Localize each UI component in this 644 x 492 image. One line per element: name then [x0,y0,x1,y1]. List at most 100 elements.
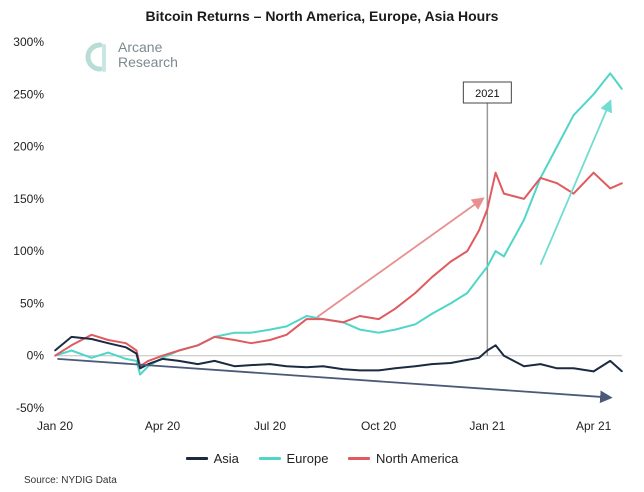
y-tick-label: 250% [13,87,44,101]
data-point [70,349,73,352]
data-point [592,93,595,96]
data-point [250,364,252,366]
legend-label-north-america: North America [376,451,459,466]
data-point [269,328,271,331]
logo-line1: Arcane [118,39,163,55]
data-point [377,318,380,320]
data-point [556,367,558,370]
data-point [431,276,433,279]
data-point [213,336,216,338]
data-point [449,302,452,305]
data-point [322,318,324,320]
series-europe-line [54,72,623,376]
data-point [285,334,288,336]
data-point [161,358,164,360]
data-point [556,145,558,148]
data-point [135,352,138,355]
data-point [90,334,93,336]
legend-item-asia: Asia [185,451,239,466]
data-point [178,349,180,352]
data-point [621,182,623,184]
data-point [342,368,345,371]
legend-swatch-asia [185,457,208,460]
data-point [107,339,109,341]
arcane-logo-icon [85,42,106,72]
data-point [305,315,308,317]
data-point [478,229,480,232]
data-point [213,360,216,362]
data-point [90,357,93,359]
data-point [377,369,380,372]
data-point [486,266,489,268]
data-point [377,331,380,334]
data-point [161,354,164,357]
data-point [503,354,505,357]
data-point [125,346,127,349]
data-point [90,338,93,340]
data-point [486,349,489,352]
data-point [572,114,575,116]
data-point [523,365,525,367]
annotation-2021-box [462,81,512,104]
data-point [592,171,595,174]
data-point [523,218,525,221]
data-point [178,360,180,362]
data-point [414,365,417,367]
data-point [431,363,433,365]
y-tick-label: 200% [13,140,44,154]
x-tick-label: Apr 20 [145,419,181,433]
data-point [466,250,469,252]
trend-arrow-asia [57,357,613,404]
data-point [233,365,236,367]
data-point [466,359,469,361]
data-point [107,351,109,354]
data-point [197,344,199,347]
data-point [342,321,345,324]
data-point [125,342,127,344]
legend-item-north-america: North America [348,451,458,466]
y-tick-label: 0% [27,349,45,363]
data-point [394,367,397,370]
data-point [431,313,433,315]
legend-swatch-europe [258,457,281,460]
data-point [107,342,109,344]
annotation-2021-label: 2021 [475,88,499,100]
data-point [70,336,73,338]
data-point [414,323,417,326]
data-point [621,88,623,90]
data-point [269,339,271,341]
trend-arrow-europe [539,99,613,266]
x-tick-label: Jan 20 [37,419,73,433]
data-point [250,331,252,334]
legend: Asia Europe North America [0,448,644,466]
data-point [478,357,480,359]
data-point [54,354,56,357]
data-point [494,171,497,174]
data-point [285,365,288,367]
data-point [250,342,252,344]
arcane-research-logo: Arcane Research [78,40,198,76]
data-point [478,276,480,279]
y-tick-label: 100% [13,244,44,258]
y-tick-label: -50% [16,401,44,415]
data-point [139,373,141,376]
data-point [139,367,141,370]
trend-arrow-north-america [316,197,485,318]
data-point [269,363,271,365]
logo-text: Arcane Research [118,40,178,70]
legend-label-asia: Asia [213,451,239,466]
logo-line2: Research [118,54,178,70]
data-point [414,292,417,294]
data-point [358,369,361,372]
data-point [394,328,397,331]
data-point [322,365,324,367]
data-point [539,363,542,365]
data-point [503,192,505,195]
data-point [609,187,611,190]
data-point [572,192,575,195]
data-point [125,358,127,360]
series-north-america-line [54,171,623,368]
data-point [494,250,497,252]
data-point [135,349,138,352]
